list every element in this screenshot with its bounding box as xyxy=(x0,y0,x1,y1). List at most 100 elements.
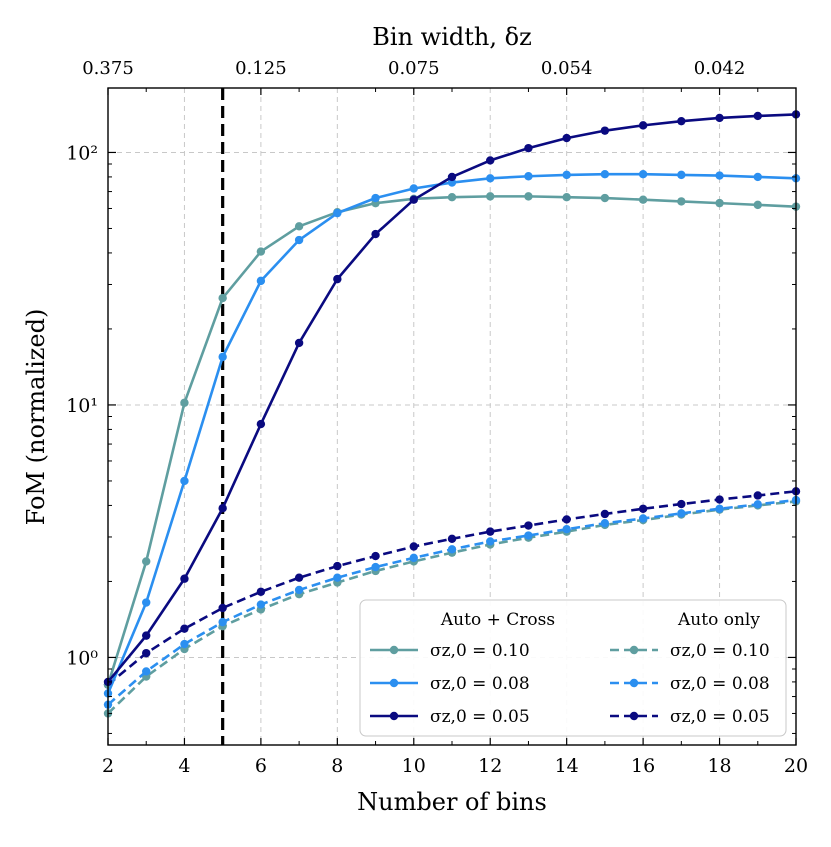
data-point-auto-cross-0005 xyxy=(180,574,189,583)
data-point-auto-only-0008 xyxy=(142,667,151,676)
x-tick-label: 6 xyxy=(255,755,267,777)
data-point-auto-only-0008 xyxy=(294,585,304,595)
data-point-auto-cross-0010 xyxy=(600,193,610,203)
data-point-auto-cross-0008 xyxy=(333,208,342,218)
data-point-auto-cross-0008 xyxy=(218,352,227,362)
data-point-auto-only-0005 xyxy=(715,495,724,504)
data-point-auto-cross-0005 xyxy=(218,503,227,513)
top-tick-label: 0.054 xyxy=(541,58,593,79)
data-point-auto-cross-0010 xyxy=(180,398,189,407)
data-point-auto-only-0005 xyxy=(753,491,762,500)
data-point-auto-only-0005 xyxy=(486,527,495,536)
data-point-auto-cross-0010 xyxy=(447,192,457,202)
legend-label: σz,0 = 0.08 xyxy=(670,674,770,694)
legend-swatch-marker xyxy=(389,645,399,655)
data-point-auto-cross-0008 xyxy=(294,235,304,245)
data-point-auto-cross-0005 xyxy=(753,111,762,121)
legend-label: σz,0 = 0.10 xyxy=(670,641,770,661)
data-point-auto-cross-0008 xyxy=(142,598,151,607)
y-axis-title: FoM (normalized) xyxy=(22,309,50,526)
data-point-auto-cross-0008 xyxy=(600,170,610,179)
top-tick-label: 0.075 xyxy=(388,58,440,79)
data-point-auto-only-0008 xyxy=(218,617,227,627)
x-tick-label: 10 xyxy=(402,755,426,777)
data-point-auto-cross-0010 xyxy=(294,222,304,231)
y-tick-label: 10² xyxy=(66,142,98,164)
series-auto-cross-0005 xyxy=(103,110,801,687)
data-point-auto-only-0005 xyxy=(371,551,380,561)
tick-labels: 2 4 6 8 10 12 14 16 18 20 0.375 0.125 0.075 0.054 0.04… xyxy=(66,58,808,777)
data-point-auto-only-0008 xyxy=(333,573,342,582)
data-point-auto-cross-0005 xyxy=(294,338,304,348)
legend-label: σz,0 = 0.08 xyxy=(430,674,530,694)
data-point-auto-cross-0005 xyxy=(333,274,342,284)
data-point-auto-cross-0010 xyxy=(218,293,227,303)
data-point-auto-cross-0005 xyxy=(524,143,533,153)
data-point-auto-only-0008 xyxy=(753,500,762,509)
x-tick-label: 16 xyxy=(631,755,655,777)
legend-swatch-marker xyxy=(629,678,639,688)
legend-header-auto-only: Auto only xyxy=(677,610,760,630)
series-group xyxy=(103,110,801,718)
data-point-auto-only-0005 xyxy=(677,499,686,509)
y-tick-label: 10⁰ xyxy=(66,647,98,669)
data-point-auto-only-0008 xyxy=(638,514,648,523)
data-point-auto-only-0005 xyxy=(638,504,648,513)
data-point-auto-cross-0005 xyxy=(409,195,418,204)
data-point-auto-cross-0010 xyxy=(486,192,495,201)
data-point-auto-only-0005 xyxy=(600,509,610,519)
top-tick-label: 0.375 xyxy=(82,58,134,79)
data-point-auto-only-0005 xyxy=(333,561,342,571)
data-point-auto-only-0005 xyxy=(180,624,189,633)
data-point-auto-only-0005 xyxy=(409,542,418,551)
data-point-auto-only-0008 xyxy=(180,639,189,649)
legend: Auto + Cross Auto only σz,0 = 0.10 σz,0 =… xyxy=(359,599,787,737)
data-point-auto-cross-0005 xyxy=(600,126,610,135)
x-tick-label: 14 xyxy=(555,755,579,777)
top-tick-label: 0.042 xyxy=(694,58,746,79)
data-point-auto-only-0005 xyxy=(562,515,571,524)
data-point-auto-cross-0010 xyxy=(715,198,724,208)
data-point-auto-only-0005 xyxy=(218,603,227,613)
data-point-auto-cross-0010 xyxy=(562,192,571,202)
x-tick-label: 8 xyxy=(331,755,343,777)
legend-label: σz,0 = 0.05 xyxy=(430,707,530,727)
data-point-auto-only-0008 xyxy=(715,504,724,513)
data-point-auto-cross-0005 xyxy=(256,419,266,429)
data-point-auto-only-0008 xyxy=(256,600,266,609)
data-point-auto-cross-0008 xyxy=(256,276,266,286)
x-tick-label: 4 xyxy=(178,755,190,777)
legend-box xyxy=(359,599,787,737)
data-point-auto-only-0008 xyxy=(562,525,571,534)
data-point-auto-cross-0010 xyxy=(142,557,151,566)
legend-swatch-marker xyxy=(389,711,399,721)
data-point-auto-only-0008 xyxy=(486,537,495,546)
x-axis-title: Number of bins xyxy=(357,788,547,816)
data-point-auto-cross-0010 xyxy=(753,200,762,210)
data-point-auto-only-0008 xyxy=(524,531,533,540)
data-point-auto-cross-0010 xyxy=(256,247,266,256)
data-point-auto-only-0005 xyxy=(142,648,151,658)
legend-label: σz,0 = 0.10 xyxy=(430,641,530,661)
x-tick-label: 12 xyxy=(478,755,502,777)
data-point-auto-cross-0008 xyxy=(677,170,686,180)
data-point-auto-only-0008 xyxy=(371,562,380,572)
data-point-auto-cross-0008 xyxy=(562,170,571,180)
data-point-auto-cross-0008 xyxy=(180,476,189,486)
data-point-auto-cross-0010 xyxy=(524,192,533,201)
data-point-auto-cross-0005 xyxy=(447,172,457,182)
data-point-auto-cross-0005 xyxy=(715,113,724,123)
data-point-auto-only-0008 xyxy=(677,509,686,518)
legend-header-auto-cross: Auto + Cross xyxy=(440,610,555,630)
data-point-auto-cross-0010 xyxy=(677,197,686,206)
ticks xyxy=(107,88,797,745)
data-point-auto-cross-0008 xyxy=(638,170,648,179)
data-point-auto-only-0005 xyxy=(447,534,457,544)
data-point-auto-cross-0008 xyxy=(486,174,495,183)
data-point-auto-only-0008 xyxy=(447,545,457,554)
data-point-auto-cross-0005 xyxy=(638,121,648,130)
legend-swatch-marker xyxy=(629,711,639,721)
legend-label: σz,0 = 0.05 xyxy=(670,707,770,727)
y-tick-label: 10¹ xyxy=(66,395,98,417)
